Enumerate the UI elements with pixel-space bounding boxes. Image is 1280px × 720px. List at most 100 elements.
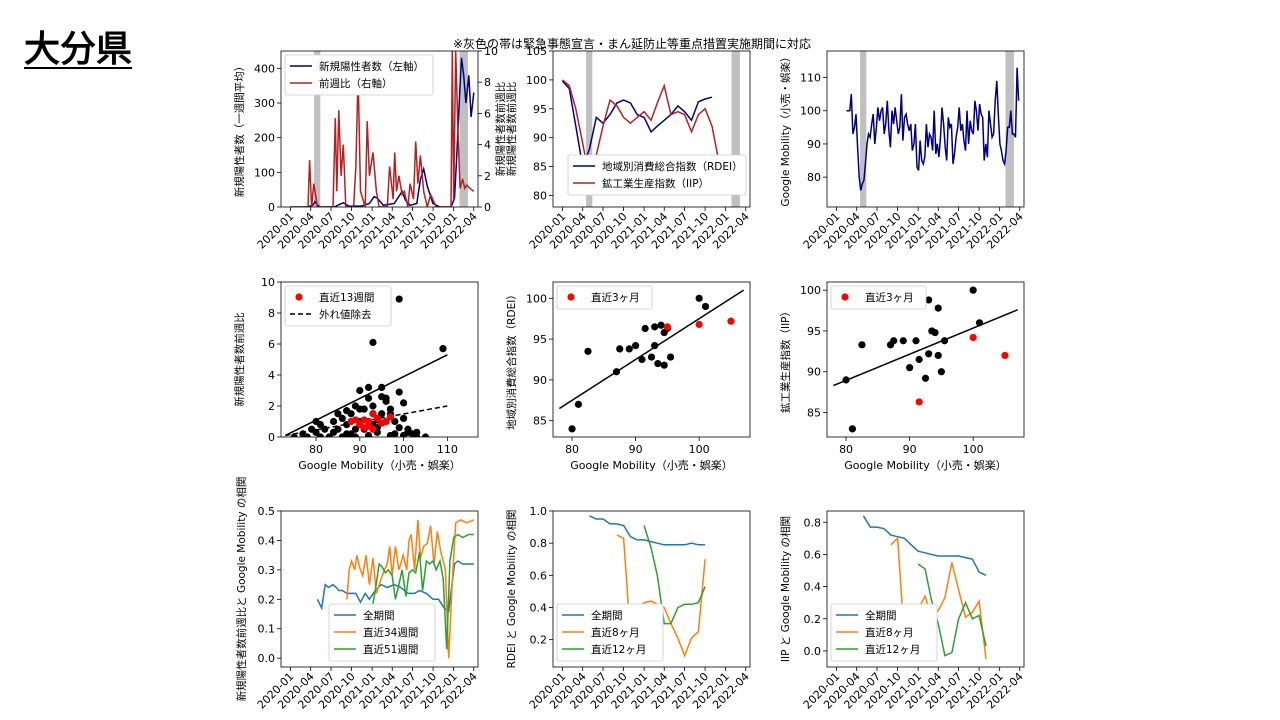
scatter-point	[921, 374, 930, 382]
y-tick-label: 0.2	[258, 593, 276, 606]
legend-label: 地域別消費総合指数（RDEI）	[602, 160, 743, 173]
x-axis-label: Google Mobility（小売・娯楽）	[844, 458, 1006, 472]
y-tick-label: 0.6	[530, 569, 548, 582]
scatter-point	[912, 337, 920, 345]
scatter-point	[343, 430, 351, 437]
scatter-point	[373, 414, 381, 422]
scatter-point	[727, 317, 735, 325]
chart-scatter_cases: 0 2 4 6 8 10 80 90 100 110 新規陽性者数前週比 Google Mobilit…	[233, 276, 479, 472]
y-axis-label: 新規陽性者数前週比	[505, 82, 518, 177]
scatter-point	[937, 368, 945, 376]
scatter-point	[915, 355, 923, 364]
y-tick-label: 0.5	[258, 505, 276, 518]
y-tick-label-right: 6	[484, 107, 491, 120]
scatter-point	[378, 383, 386, 391]
y-tick-label: 0.8	[804, 516, 822, 529]
scatter-point	[940, 337, 949, 345]
scatter-point	[842, 376, 850, 384]
plot-area	[558, 289, 745, 433]
scatter-point	[382, 394, 390, 402]
fit-line	[285, 354, 448, 437]
y-tick-label: 8	[268, 307, 275, 320]
plot-frame	[552, 281, 751, 438]
y-tick-label: 2	[268, 400, 275, 413]
y-tick-label: 100	[800, 284, 821, 297]
chart-corr_rdei: 0.20.40.60.81.02020-012020-042020-072020…	[505, 505, 752, 712]
x-tick-label: 90	[903, 443, 917, 456]
scatter-point	[654, 359, 662, 368]
scatter-point	[386, 431, 395, 437]
plot-frame	[552, 50, 751, 208]
y-tick-label: 0.0	[804, 645, 822, 658]
scatter-point	[364, 417, 373, 426]
scatter-point	[334, 410, 342, 418]
x-tick-label: 100	[393, 443, 414, 456]
chart-rdei: 808590951001052020-012020-042020-072020-…	[505, 45, 752, 252]
y-tick-label: 1.0	[530, 505, 548, 518]
y-tick-label: 300	[254, 97, 275, 110]
y-tick-label: 100	[526, 74, 547, 87]
scatter-point	[351, 433, 360, 437]
y-tick-label-right: 4	[484, 139, 491, 152]
legend-marker	[841, 293, 849, 301]
scatter-point	[695, 294, 703, 302]
scatter-point	[890, 337, 898, 345]
scatter-point	[899, 337, 907, 345]
legend-label: 直近8ヶ月	[591, 626, 640, 639]
x-tick-label: 80	[565, 443, 579, 456]
scatter-point	[701, 302, 710, 311]
x-tick-label: 100	[689, 443, 710, 456]
scatter-point	[364, 431, 373, 437]
scatter-point	[360, 424, 368, 432]
scatter-point	[351, 416, 360, 424]
y-tick-label: 85	[533, 415, 547, 428]
shaded-period	[459, 51, 468, 207]
series-line	[846, 67, 1020, 191]
y-tick-label: 4	[268, 369, 275, 382]
y-tick-label: 0.4	[804, 581, 822, 594]
scatter-point	[421, 433, 430, 437]
series-line	[303, 51, 475, 207]
y-tick-label: 0.2	[530, 634, 548, 647]
scatter-point	[369, 425, 377, 433]
legend-label: 直近12ヶ月	[591, 643, 646, 656]
y-tick-label: 85	[807, 407, 821, 420]
scatter-point	[369, 402, 377, 410]
y-tick-label: 6	[268, 338, 275, 351]
y-tick-label: 95	[533, 333, 547, 346]
scatter-point	[386, 413, 395, 421]
scatter-point	[399, 431, 408, 437]
y-axis-label: 新規陽性者数（一週間平均）	[233, 61, 246, 198]
scatter-point	[369, 410, 377, 418]
scatter-point	[651, 323, 659, 331]
series-line	[862, 515, 987, 576]
chart-scatter_iip: 85 90 95 100 80 90 100 鉱工業生産指数（IIP） Google Mobil…	[779, 281, 1025, 472]
scatter-point	[316, 421, 324, 429]
x-tick-label: 100	[963, 443, 984, 456]
legend-box	[556, 603, 664, 662]
scatter-point	[356, 386, 364, 395]
scatter-point	[612, 368, 621, 376]
legend-label: 直近3ヶ月	[865, 291, 914, 304]
scatter-point	[369, 338, 377, 347]
y-tick-label: 90	[533, 374, 547, 387]
y-tick-label: 10	[261, 276, 275, 289]
shaded-period	[860, 51, 867, 207]
scatter-point	[568, 425, 576, 433]
legend-label: 鉱工業生産指数（IIP）	[602, 177, 709, 190]
legend-label: 全期間	[363, 609, 395, 622]
legend-label: 外れ値除去	[319, 308, 372, 321]
y-tick-label: 0	[268, 201, 275, 214]
scatter-point	[663, 323, 671, 331]
legend: 直近3ヶ月	[830, 285, 927, 310]
legend-label: 全期間	[591, 609, 623, 622]
scatter-point	[906, 364, 914, 372]
scatter-point	[364, 383, 373, 391]
y-axis-label-right: 新規陽性者数前週比	[494, 82, 507, 177]
y-tick-label: 0.1	[258, 623, 276, 636]
scatter-point	[334, 425, 342, 433]
legend-marker	[567, 293, 575, 301]
y-tick-label-right: 2	[484, 170, 491, 183]
y-tick-label: 400	[254, 62, 275, 75]
